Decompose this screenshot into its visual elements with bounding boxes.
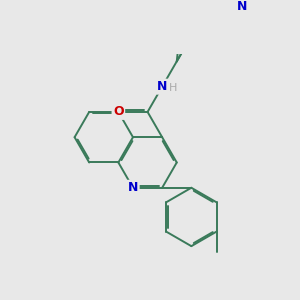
Text: N: N: [157, 80, 167, 93]
Text: N: N: [128, 181, 138, 194]
Text: O: O: [113, 105, 124, 119]
Text: H: H: [169, 83, 177, 93]
Text: N: N: [237, 0, 247, 14]
